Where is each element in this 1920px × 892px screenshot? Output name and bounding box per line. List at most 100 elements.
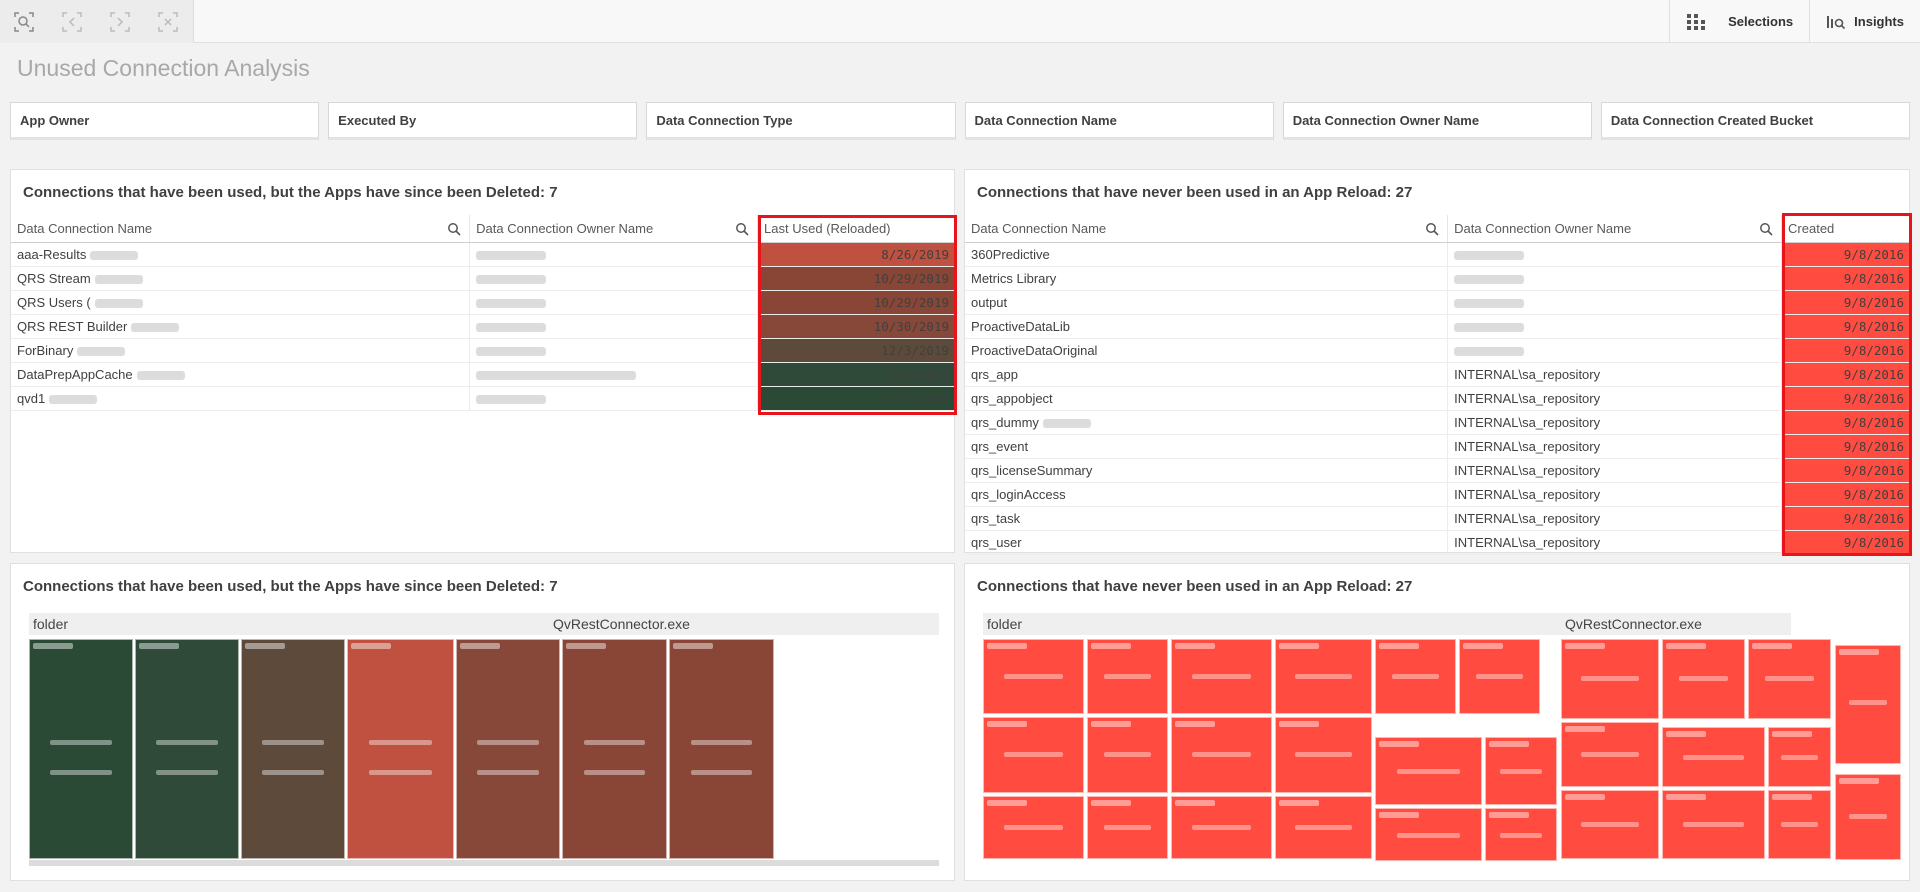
treemap-tile[interactable] [983, 639, 1084, 714]
cell-connection-name[interactable]: qrs_loginAccess [965, 482, 1449, 507]
treemap-tile[interactable] [983, 717, 1084, 793]
clear-selections-icon[interactable] [144, 0, 192, 43]
cell-owner-name[interactable]: INTERNAL\sa_repository [1447, 434, 1783, 459]
table-row[interactable]: qrs_licenseSummary INTERNAL\sa_repository… [965, 458, 1911, 483]
treemap-group-folder[interactable]: folder [987, 616, 1023, 632]
treemap-tile[interactable] [1561, 722, 1659, 787]
cell-connection-name[interactable]: qrs_dummy [965, 410, 1449, 435]
cell-date[interactable]: 9/8/2016 [1781, 410, 1911, 435]
table-row[interactable]: qrs_task INTERNAL\sa_repository 9/8/2016 [965, 506, 1911, 531]
treemap-tile[interactable] [1485, 808, 1557, 861]
filter-data-connection-owner-name[interactable]: Data Connection Owner Name [1282, 102, 1592, 140]
treemap-scroll[interactable] [29, 860, 939, 866]
cell-date[interactable]: 9/8/2016 [1781, 386, 1911, 411]
table-row[interactable]: QRS Users (10/29/2019 [11, 290, 956, 315]
treemap-tile[interactable] [1087, 796, 1168, 859]
cell-owner-name[interactable]: INTERNAL\sa_repository [1447, 386, 1783, 411]
cell-date[interactable]: 9/8/2016 [1781, 434, 1911, 459]
cell-owner-name[interactable]: INTERNAL\sa_repository [1447, 362, 1783, 387]
treemap-group-folder[interactable]: folder [33, 616, 69, 632]
search-icon[interactable] [735, 222, 749, 236]
cell-owner-name[interactable] [469, 290, 759, 315]
cell-owner-name[interactable] [469, 362, 759, 387]
cell-date[interactable]: 10/29/2019 [757, 266, 956, 291]
treemap-tile[interactable] [1375, 737, 1482, 805]
table-row[interactable]: ProactiveDataOriginal 9/8/2016 [965, 338, 1911, 363]
treemap-tile[interactable] [1171, 639, 1272, 714]
cell-connection-name[interactable]: qrs_task [965, 506, 1449, 531]
filter-app-owner[interactable]: App Owner [10, 102, 320, 140]
treemap-tile[interactable] [1662, 727, 1765, 787]
cell-owner-name[interactable] [1447, 242, 1783, 267]
cell-date[interactable]: 9/8/2016 [1781, 482, 1911, 507]
column-header-created[interactable]: Created [1781, 215, 1911, 243]
cell-connection-name[interactable]: DataPrepAppCache [11, 362, 471, 387]
cell-owner-name[interactable] [1447, 338, 1783, 363]
cell-owner-name[interactable] [469, 314, 759, 339]
table-row[interactable]: QRS REST Builder 10/30/2019 [11, 314, 956, 339]
table-row[interactable]: output 9/8/2016 [965, 290, 1911, 315]
treemap-tile[interactable] [1748, 639, 1831, 719]
cell-owner-name[interactable] [469, 386, 759, 411]
cell-date[interactable]: 1/27/2020 [757, 386, 956, 411]
cell-connection-name[interactable]: Metrics Library [965, 266, 1449, 291]
filter-data-connection-type[interactable]: Data Connection Type [646, 102, 956, 140]
treemap-tile[interactable] [347, 639, 454, 859]
table-row[interactable]: ForBinary 12/3/2019 [11, 338, 956, 363]
treemap-group-qvrestconnector[interactable]: QvRestConnector.exe [1565, 616, 1702, 632]
table-row[interactable]: qrs_app INTERNAL\sa_repository 9/8/2016 [965, 362, 1911, 387]
cell-owner-name[interactable] [469, 266, 759, 291]
cell-date[interactable]: 9/8/2016 [1781, 530, 1911, 555]
cell-date[interactable]: 1/9/2020 [757, 362, 956, 387]
treemap-tile[interactable] [1275, 639, 1372, 714]
search-icon[interactable] [447, 222, 461, 236]
step-back-icon[interactable] [48, 0, 96, 43]
table-row[interactable]: qrs_dummy INTERNAL\sa_repository 9/8/2016 [965, 410, 1911, 435]
treemap-tile[interactable] [1171, 796, 1272, 859]
filter-executed-by[interactable]: Executed By [328, 102, 638, 140]
cell-owner-name[interactable] [469, 338, 759, 363]
column-header-connection-name[interactable]: Data Connection Name [11, 215, 471, 243]
cell-owner-name[interactable]: INTERNAL\sa_repository [1447, 530, 1783, 555]
table-row[interactable]: DataPrepAppCache 1/9/2020 [11, 362, 956, 387]
smart-search-icon[interactable] [0, 0, 48, 43]
cell-connection-name[interactable]: ProactiveDataOriginal [965, 338, 1449, 363]
treemap-tile[interactable] [456, 639, 560, 859]
cell-connection-name[interactable]: qrs_appobject [965, 386, 1449, 411]
cell-date[interactable]: 9/8/2016 [1781, 290, 1911, 315]
cell-connection-name[interactable]: QRS REST Builder [11, 314, 471, 339]
treemap-tile[interactable] [669, 639, 774, 859]
treemap-tile[interactable] [1561, 790, 1659, 859]
cell-date[interactable]: 12/3/2019 [757, 338, 956, 363]
cell-owner-name[interactable]: INTERNAL\sa_repository [1447, 506, 1783, 531]
cell-date[interactable]: 10/30/2019 [757, 314, 956, 339]
cell-date[interactable]: 9/8/2016 [1781, 266, 1911, 291]
selections-button[interactable]: Selections [1669, 0, 1809, 43]
cell-owner-name[interactable]: INTERNAL\sa_repository [1447, 482, 1783, 507]
treemap-tile[interactable] [1375, 808, 1482, 861]
treemap-tile[interactable] [1087, 639, 1168, 714]
cell-date[interactable]: 9/8/2016 [1781, 362, 1911, 387]
table-row[interactable]: 360Predictive 9/8/2016 [965, 242, 1911, 267]
treemap-tile[interactable] [1459, 639, 1540, 714]
cell-connection-name[interactable]: qrs_licenseSummary [965, 458, 1449, 483]
cell-owner-name[interactable]: INTERNAL\sa_repository [1447, 458, 1783, 483]
cell-connection-name[interactable]: QRS Users ( [11, 290, 471, 315]
treemap-tile[interactable] [1768, 790, 1831, 859]
cell-connection-name[interactable]: QRS Stream [11, 266, 471, 291]
cell-connection-name[interactable]: qvd1 [11, 386, 471, 411]
treemap-tile[interactable] [1485, 737, 1557, 805]
table-row[interactable]: Metrics Library 9/8/2016 [965, 266, 1911, 291]
column-header-owner-name[interactable]: Data Connection Owner Name [1447, 215, 1783, 243]
filter-data-connection-created-bucket[interactable]: Data Connection Created Bucket [1600, 102, 1911, 140]
cell-owner-name[interactable] [1447, 314, 1783, 339]
treemap-group-qvrestconnector[interactable]: QvRestConnector.exe [553, 616, 690, 632]
treemap-tile[interactable] [241, 639, 345, 859]
table-row[interactable]: qrs_loginAccess INTERNAL\sa_repository 9/8… [965, 482, 1911, 507]
column-header-connection-name[interactable]: Data Connection Name [965, 215, 1449, 243]
cell-date[interactable]: 8/26/2019 [757, 242, 956, 267]
treemap-tile[interactable] [1768, 727, 1831, 787]
column-header-owner-name[interactable]: Data Connection Owner Name [469, 215, 759, 243]
treemap-tile[interactable] [1375, 639, 1456, 714]
filter-data-connection-name[interactable]: Data Connection Name [964, 102, 1274, 140]
